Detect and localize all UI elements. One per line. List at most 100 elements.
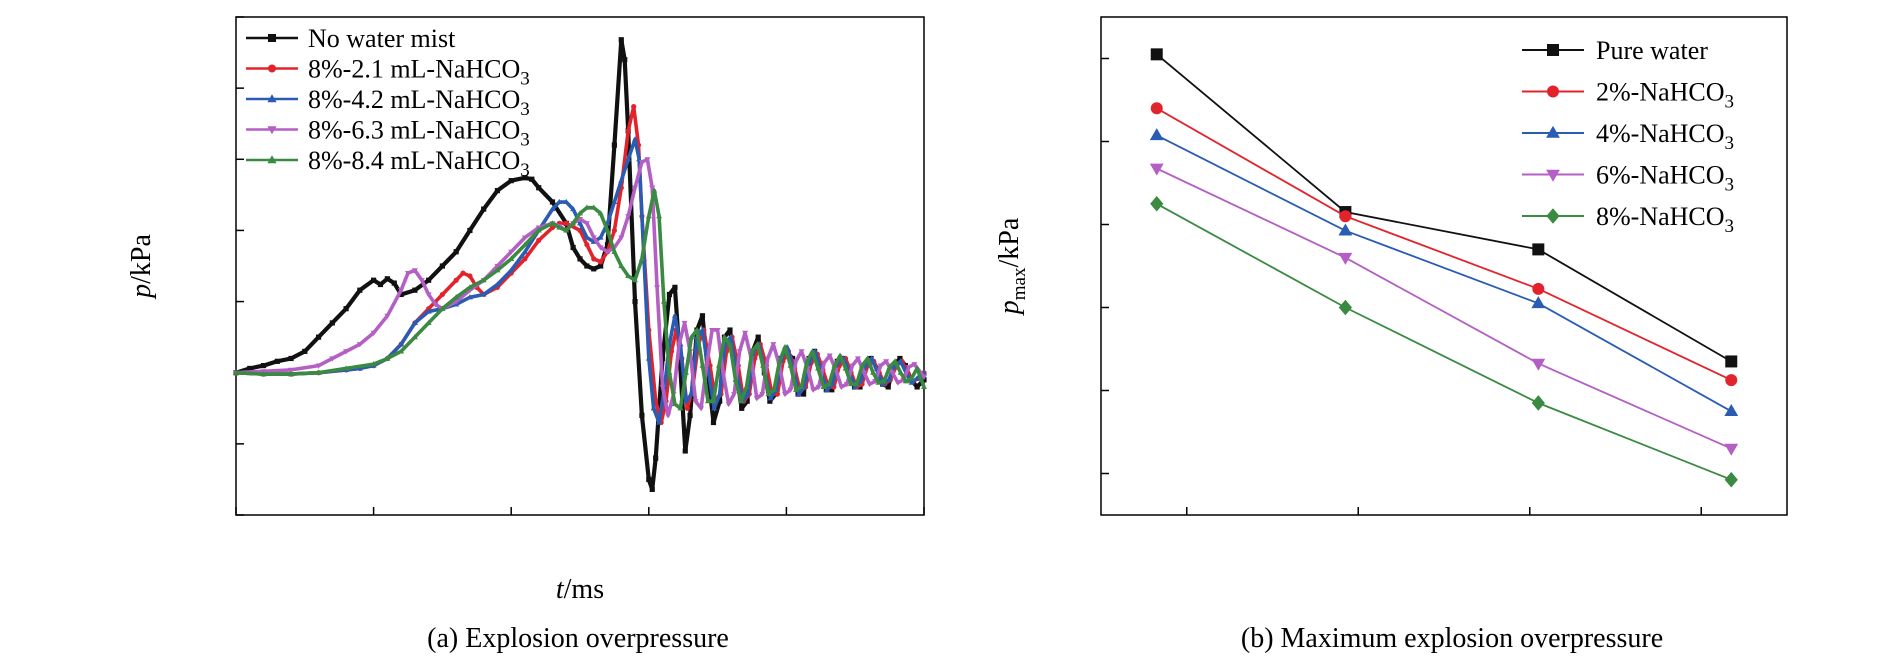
data-point-a xyxy=(795,390,802,397)
data-point-a xyxy=(549,205,556,212)
data-point-a xyxy=(597,245,604,251)
data-point-a xyxy=(736,349,743,355)
data-point-a xyxy=(611,227,618,234)
data-point-a xyxy=(639,412,645,418)
data-point-a xyxy=(549,220,556,226)
data-point-a xyxy=(357,287,363,293)
data-point-a xyxy=(692,399,699,405)
data-point-a xyxy=(521,235,528,241)
legend-label-a: 8%-2.1 mL-NaHCO3 xyxy=(308,55,530,90)
data-point-a xyxy=(618,262,625,269)
data-point-a xyxy=(897,358,904,364)
data-point-a xyxy=(288,371,295,377)
data-point-a xyxy=(861,370,868,376)
data-point-a xyxy=(755,334,761,340)
data-point-a xyxy=(549,224,556,231)
data-point-a xyxy=(826,380,833,387)
data-point-a xyxy=(425,319,432,325)
data-point-a xyxy=(480,277,487,283)
series-b-2 xyxy=(1149,128,1739,417)
data-point-a xyxy=(315,334,322,340)
series-line-b-3 xyxy=(1156,167,1732,450)
data-point-a xyxy=(656,419,663,425)
data-point-a xyxy=(798,383,805,390)
series-b-3 xyxy=(1149,163,1739,456)
data-point-b xyxy=(1339,210,1352,223)
series-line-b-0 xyxy=(1156,53,1732,363)
data-point-a xyxy=(688,334,695,340)
data-point-a xyxy=(398,291,404,298)
data-point-a xyxy=(848,380,855,387)
data-point-a xyxy=(467,227,473,234)
data-point-a xyxy=(903,378,910,384)
data-point-a xyxy=(726,341,733,347)
data-point-a xyxy=(480,291,487,297)
data-point-a xyxy=(815,365,822,371)
data-point-a xyxy=(288,355,294,362)
data-point-a xyxy=(439,263,445,269)
data-point-a xyxy=(597,210,604,216)
data-point-b xyxy=(1338,299,1352,316)
data-point-a xyxy=(857,378,864,384)
series-line-a-2 xyxy=(235,137,926,425)
data-point-a xyxy=(521,241,528,247)
data-point-a xyxy=(764,356,771,362)
data-point-a xyxy=(894,380,901,386)
data-point-a xyxy=(868,355,875,361)
data-point-a xyxy=(535,227,542,233)
data-point-a xyxy=(671,312,678,318)
data-point-a xyxy=(821,360,828,366)
caption-b: (b) Maximum explosion overpressure xyxy=(1241,623,1663,654)
data-point-a xyxy=(859,362,866,368)
data-point-a xyxy=(905,364,912,371)
data-point-a xyxy=(681,320,688,327)
legend-marker-b xyxy=(1546,169,1560,182)
data-point-a xyxy=(343,306,349,312)
data-point-a xyxy=(549,199,556,205)
data-point-a xyxy=(570,220,577,226)
data-point-a xyxy=(481,206,487,212)
data-point-a xyxy=(714,327,721,334)
data-point-a xyxy=(660,298,667,304)
data-point-a xyxy=(597,234,604,240)
data-point-a xyxy=(676,342,683,348)
data-point-a xyxy=(684,405,690,411)
data-point-a xyxy=(625,214,632,220)
legend-marker-a xyxy=(268,34,276,42)
data-point-a xyxy=(760,362,766,368)
data-point-a xyxy=(625,156,632,162)
x-axis-label-a: t/ms xyxy=(556,574,604,605)
data-point-a xyxy=(260,371,267,377)
data-point-a xyxy=(618,235,625,241)
data-point-a xyxy=(682,398,689,404)
data-point-b xyxy=(1338,223,1353,236)
data-point-a xyxy=(881,378,888,384)
data-point-a xyxy=(411,319,418,325)
legend-marker-a xyxy=(267,155,277,164)
legend-label-a: No water mist xyxy=(308,24,456,53)
data-point-a xyxy=(398,348,405,354)
data-point-a xyxy=(693,326,700,333)
data-point-a xyxy=(611,142,617,148)
data-point-a xyxy=(759,391,766,398)
data-point-a xyxy=(843,382,850,388)
data-point-a xyxy=(425,308,432,314)
data-point-a xyxy=(529,176,535,182)
data-point-a xyxy=(914,365,921,371)
data-point-a xyxy=(632,136,639,142)
data-point-a xyxy=(654,285,661,291)
legend-label-a: 8%-6.3 mL-NaHCO3 xyxy=(308,116,530,151)
data-point-a xyxy=(508,255,515,261)
data-point-a xyxy=(453,277,459,283)
data-point-a xyxy=(831,362,838,368)
data-point-a xyxy=(767,395,774,401)
data-point-a xyxy=(625,128,631,134)
series-line-b-1 xyxy=(1156,107,1732,381)
data-point-a xyxy=(343,365,350,371)
data-point-a xyxy=(391,280,397,286)
data-point-a xyxy=(467,273,473,279)
data-point-a xyxy=(810,387,817,393)
data-point-a xyxy=(494,281,501,287)
data-point-a xyxy=(466,294,473,300)
data-point-a xyxy=(921,374,927,381)
